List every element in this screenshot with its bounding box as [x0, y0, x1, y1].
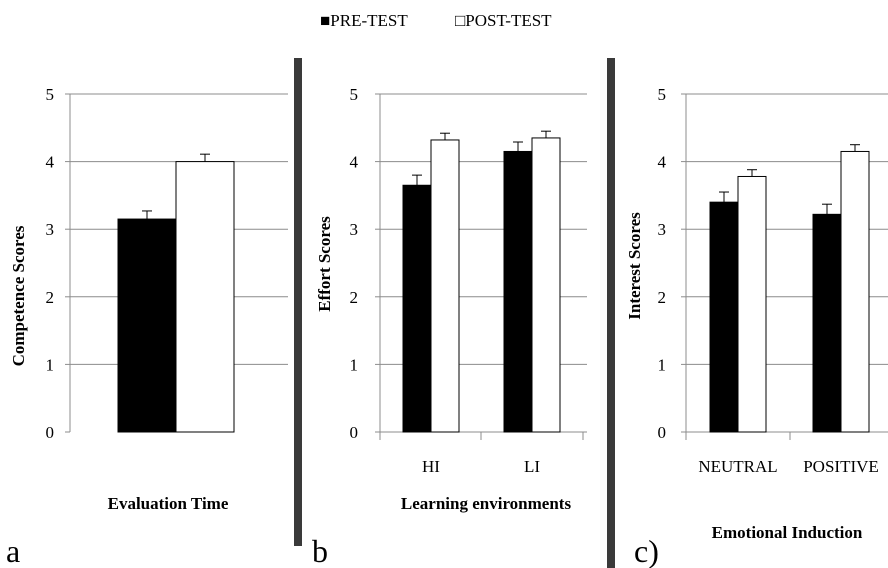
x-category-label: HI	[422, 457, 440, 476]
y-tick-label: 1	[350, 355, 359, 374]
bar-pre-test	[812, 213, 842, 433]
y-tick-label: 3	[350, 220, 359, 239]
bar-post-test	[531, 137, 561, 433]
y-tick-label: 3	[658, 220, 667, 239]
legend-post-marker: □	[455, 11, 465, 30]
bar-pre-test	[503, 150, 533, 433]
legend-pre-text: PRE-TEST	[330, 11, 408, 30]
bar-pre-test	[709, 201, 739, 433]
y-tick-label: 2	[46, 288, 55, 307]
y-tick-label: 5	[658, 85, 667, 104]
y-axis-title: Competence Scores	[9, 225, 28, 366]
y-tick-label: 2	[350, 288, 359, 307]
x-axis-title: Emotional Induction	[712, 523, 863, 542]
bar-post-test	[175, 161, 235, 433]
x-category-label: POSITIVE	[803, 457, 879, 476]
y-axis-title: Effort Scores	[315, 216, 334, 312]
panel-letter: b	[312, 533, 328, 568]
chart-panel-c: 0 1 2 3 4 5 NEUTRAL POSITIVE Emotional Induction…	[625, 85, 888, 568]
chart-panel-b: 0 1 2 3 4 5 HI LI Learning environments Effort Sc…	[312, 85, 587, 568]
y-tick-label: 5	[350, 85, 359, 104]
chart-panel-a: 0 1 2 3 4 5 Evaluation Time Competence Scores a	[6, 85, 288, 568]
y-tick-label: 0	[46, 423, 55, 442]
bar-post-test	[430, 139, 460, 433]
legend-post-text: POST-TEST	[465, 11, 552, 30]
bar-pre-test	[402, 184, 432, 433]
x-category-label: LI	[524, 457, 540, 476]
legend-post-label: □POST-TEST	[455, 11, 552, 30]
panel-divider-right	[607, 58, 615, 568]
panel-letter: a	[6, 533, 20, 568]
y-tick-label: 2	[658, 288, 667, 307]
y-tick-label: 5	[46, 85, 55, 104]
y-tick-label: 0	[658, 423, 667, 442]
x-axis-title: Learning environments	[401, 494, 572, 513]
y-tick-label: 3	[46, 220, 55, 239]
legend-pre-marker: ■	[320, 11, 330, 30]
y-axis-title: Interest Scores	[625, 212, 644, 320]
panel-divider-left	[294, 58, 302, 546]
y-tick-label: 1	[658, 355, 667, 374]
x-axis-title: Evaluation Time	[108, 494, 229, 513]
y-tick-label: 4	[350, 153, 359, 172]
panel-letter: c)	[634, 533, 659, 568]
y-tick-label: 0	[350, 423, 359, 442]
x-category-label: NEUTRAL	[698, 457, 777, 476]
y-tick-label: 1	[46, 355, 55, 374]
y-tick-label: 4	[46, 153, 55, 172]
bar-pre-test	[117, 218, 177, 433]
legend: ■PRE-TEST □POST-TEST	[320, 11, 552, 30]
bar-post-test	[840, 150, 870, 433]
bar-post-test	[737, 175, 767, 433]
legend-pre-label: ■PRE-TEST	[320, 11, 408, 30]
y-tick-label: 4	[658, 153, 667, 172]
